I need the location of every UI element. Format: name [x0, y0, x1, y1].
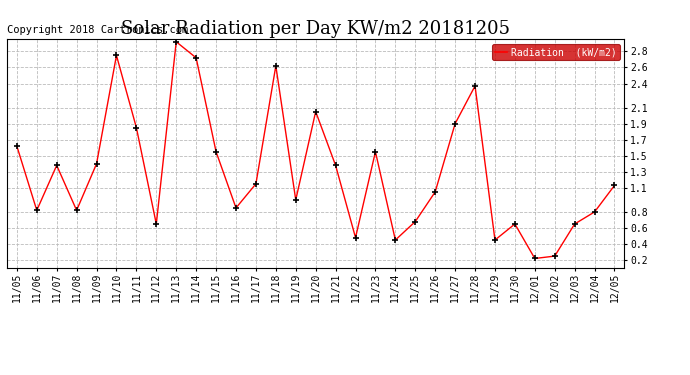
- Text: Copyright 2018 Cartronics.com: Copyright 2018 Cartronics.com: [7, 25, 188, 35]
- Title: Solar Radiation per Day KW/m2 20181205: Solar Radiation per Day KW/m2 20181205: [121, 20, 510, 38]
- Legend: Radiation  (kW/m2): Radiation (kW/m2): [493, 44, 620, 60]
